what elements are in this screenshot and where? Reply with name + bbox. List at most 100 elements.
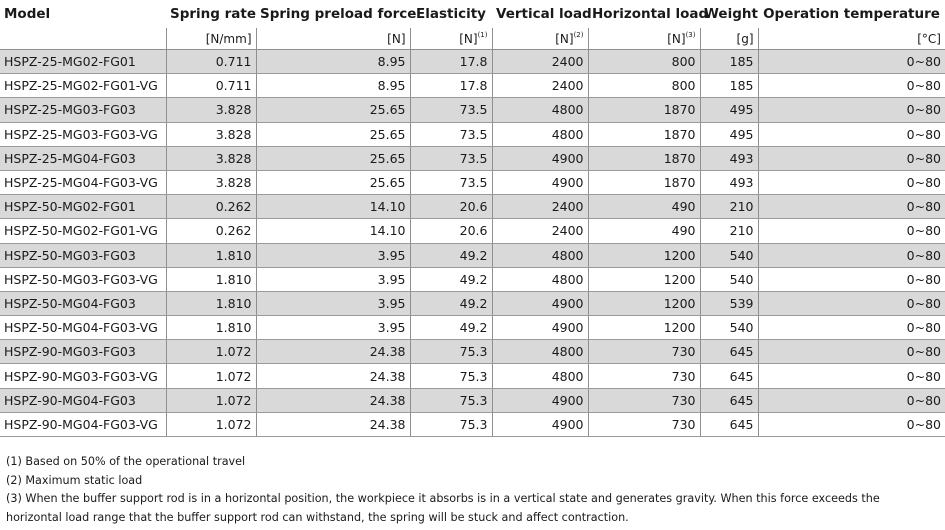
table-cell: 4800 — [491, 267, 588, 292]
table-cell: 4900 — [491, 146, 588, 171]
table-row: HSPZ-50-MG04-FG03-VG 1.810 3.95 49.2 4900 120… — [0, 315, 945, 341]
table-row: HSPZ-25-MG04-FG03-VG 3.828 25.65 73.5 4900 18… — [0, 170, 945, 196]
header-spring-rate: Spring rate — [170, 6, 257, 22]
cell-model: HSPZ-50-MG03-FG03-VG — [0, 267, 166, 292]
table-body: HSPZ-25-MG02-FG01 0.711 8.95 17.8 2400 800 185… — [0, 49, 945, 438]
table-cell: 2400 — [491, 194, 588, 220]
table-cell: 73.5 — [409, 122, 492, 147]
cell-model: HSPZ-50-MG02-FG01 — [0, 194, 166, 220]
table-cell: 24.38 — [255, 412, 410, 438]
table-cell: 490 — [587, 218, 700, 244]
table-row: HSPZ-25-MG03-FG03-VG 3.828 25.65 73.5 4800 18… — [0, 122, 945, 147]
table-row: HSPZ-50-MG03-FG03 1.810 3.95 49.2 4800 1200 54… — [0, 243, 945, 268]
table-cell: 14.10 — [255, 194, 410, 220]
table-cell: 8.95 — [255, 49, 410, 75]
table-cell: 73.5 — [409, 146, 492, 171]
table-cell: 49.2 — [409, 243, 492, 268]
table-cell: 4900 — [491, 170, 588, 196]
footnote-ref-2: (2) — [573, 30, 584, 39]
table-cell: 4800 — [491, 363, 588, 389]
table-cell: 0~80 — [757, 243, 945, 268]
cell-model: HSPZ-25-MG02-FG01 — [0, 49, 166, 75]
table-cell: 3.828 — [165, 122, 256, 147]
table-cell: 0~80 — [757, 291, 945, 317]
table-cell: 4900 — [491, 412, 588, 438]
table-row: HSPZ-25-MG03-FG03 3.828 25.65 73.5 4800 1870 4… — [0, 97, 945, 123]
table-cell: 0~80 — [757, 363, 945, 389]
table-cell: 210 — [699, 218, 758, 244]
table-cell: 800 — [587, 49, 700, 75]
unit-model — [0, 28, 166, 50]
table-cell: 495 — [699, 122, 758, 147]
table-cell: 1200 — [587, 243, 700, 268]
table-cell: 185 — [699, 73, 758, 99]
table-cell: 49.2 — [409, 267, 492, 292]
table-cell: 540 — [699, 243, 758, 268]
footnote-2: (2) Maximum static load — [6, 473, 143, 487]
table-row: HSPZ-25-MG02-FG01-VG 0.711 8.95 17.8 2400 800… — [0, 73, 945, 99]
table-cell: 2400 — [491, 49, 588, 75]
table-cell: 1.072 — [165, 363, 256, 389]
table-cell: 1870 — [587, 146, 700, 171]
table-cell: 540 — [699, 267, 758, 292]
table-cell: 4800 — [491, 122, 588, 147]
cell-model: HSPZ-25-MG04-FG03-VG — [0, 170, 166, 196]
table-cell: 495 — [699, 97, 758, 123]
footnote-1: (1) Based on 50% of the operational trav… — [6, 455, 246, 468]
table-cell: 1.810 — [165, 243, 256, 268]
header-operation-temperature: Operation temperature — [763, 6, 940, 22]
unit-elasticity: [N](1) — [409, 28, 492, 50]
table-cell: 75.3 — [409, 412, 492, 438]
table-row: HSPZ-50-MG02-FG01 0.262 14.10 20.6 2400 490 21… — [0, 194, 945, 220]
table-cell: 4900 — [491, 388, 588, 413]
table-cell: 1.072 — [165, 388, 256, 413]
table-cell: 0~80 — [757, 267, 945, 292]
table-cell: 20.6 — [409, 218, 492, 244]
table-cell: 14.10 — [255, 218, 410, 244]
table-cell: 645 — [699, 339, 758, 365]
header-model: Model — [4, 6, 51, 22]
table-cell: 185 — [699, 49, 758, 75]
table-cell: 730 — [587, 388, 700, 413]
unit-spring-rate: [N/mm] — [165, 28, 256, 50]
header-row: Model Spring rate Spring preload force E… — [0, 0, 945, 28]
unit-spring-preload-force: [N] — [255, 28, 410, 50]
cell-model: HSPZ-50-MG04-FG03-VG — [0, 315, 166, 341]
table-cell: 0.262 — [165, 194, 256, 220]
table-cell: 24.38 — [255, 388, 410, 413]
footnote-3: (3) When the buffer support rod is in a … — [6, 492, 880, 524]
table-cell: 4900 — [491, 291, 588, 317]
table-cell: 25.65 — [255, 170, 410, 196]
cell-model: HSPZ-50-MG02-FG01-VG — [0, 218, 166, 244]
cell-model: HSPZ-25-MG02-FG01-VG — [0, 73, 166, 99]
header-horizontal-load: Horizontal load — [592, 6, 709, 22]
table-cell: 730 — [587, 363, 700, 389]
unit-weight: [g] — [699, 28, 758, 50]
table-cell: 75.3 — [409, 363, 492, 389]
table-cell: 210 — [699, 194, 758, 220]
table-cell: 24.38 — [255, 363, 410, 389]
header-elasticity: Elasticity — [416, 6, 486, 22]
footnote-ref-1: (1) — [477, 30, 488, 39]
table-cell: 0~80 — [757, 97, 945, 123]
table-cell: 25.65 — [255, 97, 410, 123]
table-cell: 1.072 — [165, 412, 256, 438]
table-row: HSPZ-25-MG02-FG01 0.711 8.95 17.8 2400 800 185… — [0, 49, 945, 75]
table-cell: 49.2 — [409, 315, 492, 341]
table-cell: 490 — [587, 194, 700, 220]
cell-model: HSPZ-50-MG03-FG03 — [0, 243, 166, 268]
table-cell: 8.95 — [255, 73, 410, 99]
table-cell: 1870 — [587, 122, 700, 147]
table-row: HSPZ-90-MG04-FG03 1.072 24.38 75.3 4900 730 64… — [0, 388, 945, 413]
table-cell: 0~80 — [757, 146, 945, 171]
table-cell: 1.810 — [165, 315, 256, 341]
cell-model: HSPZ-90-MG04-FG03 — [0, 388, 166, 413]
cell-model: HSPZ-50-MG04-FG03 — [0, 291, 166, 317]
cell-model: HSPZ-25-MG04-FG03 — [0, 146, 166, 171]
table-row: HSPZ-90-MG04-FG03-VG 1.072 24.38 75.3 4900 73… — [0, 412, 945, 438]
table-cell: 540 — [699, 315, 758, 341]
footnotes: (1) Based on 50% of the operational trav… — [0, 437, 945, 527]
table-cell: 3.95 — [255, 243, 410, 268]
cell-model: HSPZ-90-MG03-FG03-VG — [0, 363, 166, 389]
table-cell: 73.5 — [409, 97, 492, 123]
